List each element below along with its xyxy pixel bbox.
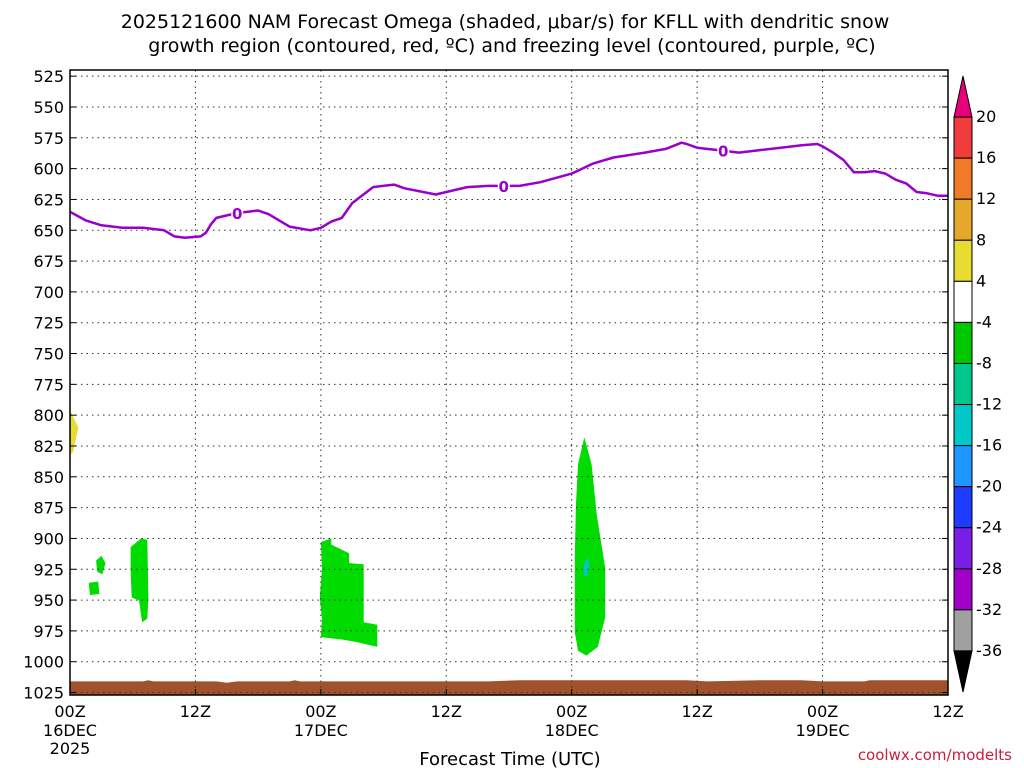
y-tick-label-975: 975 [33, 622, 64, 641]
y-tick-label-725: 725 [33, 314, 64, 333]
colorbar-swatch-11 [953, 527, 973, 570]
grid-lines [70, 70, 948, 695]
colorbar-swatch-9 [953, 445, 973, 488]
omega-region-2 [96, 555, 106, 575]
omega-region-4 [130, 538, 149, 623]
credit-text: coolwx.com/modelts [858, 746, 1012, 764]
y-tick-label-900: 900 [33, 529, 64, 548]
colorbar-swatch-0 [953, 75, 973, 118]
x-tick-label-4-0: 00Z [556, 702, 587, 721]
colorbar-label-9: -20 [976, 477, 1002, 496]
x-tick-label-6-0: 00Z [807, 702, 838, 721]
colorbar-swatch-3 [953, 198, 973, 241]
x-tick-label-2-1: 17DEC [294, 721, 348, 740]
y-tick-label-750: 750 [33, 345, 64, 364]
freezing-level-line [69, 141, 948, 239]
colorbar-swatch-4 [953, 239, 973, 282]
freezing-level-label-0: 0 [232, 205, 242, 223]
colorbar-label-5: -4 [976, 312, 992, 331]
y-tick-label-550: 550 [33, 98, 64, 117]
colorbar-swatch-1 [953, 116, 973, 159]
freezing-level-label-2: 0 [718, 143, 728, 161]
x-tick-label-5-0: 12Z [681, 702, 712, 721]
colorbar-label-10: -24 [976, 518, 1002, 537]
plot-frame [69, 69, 949, 696]
y-tick-label-600: 600 [33, 160, 64, 179]
x-tick-label-0-2: 2025 [50, 739, 91, 758]
y-tick-label-800: 800 [33, 406, 64, 425]
colorbar-swatch-7 [953, 362, 973, 406]
colorbar-swatch-14 [953, 650, 973, 693]
omega-region-5 [319, 538, 378, 647]
colorbar-label-4: 4 [976, 271, 986, 290]
y-tick-label-700: 700 [33, 283, 64, 302]
y-tick-label-850: 850 [33, 468, 64, 487]
freezing-level-label-bg-0 [231, 203, 244, 221]
colorbar-swatch-10 [953, 486, 973, 529]
colorbar-label-7: -12 [976, 395, 1002, 414]
colorbar-label-11: -28 [976, 559, 1002, 578]
y-tick-label-625: 625 [33, 190, 64, 209]
y-tick-label-1025: 1025 [23, 684, 64, 703]
colorbar-label-6: -8 [976, 353, 992, 372]
omega-colorbar: 20 16 12 8 4 -4 -8 -12 -16 -20 -24 -28 -32 -36 [953, 75, 1002, 693]
x-tick-label-2-0: 00Z [305, 702, 336, 721]
y-tick-label-825: 825 [33, 437, 64, 456]
colorbar-swatch-6 [953, 321, 973, 364]
colorbar-label-13: -36 [976, 641, 1002, 660]
omega-region-6 [574, 437, 606, 656]
y-tick-label-950: 950 [33, 591, 64, 610]
x-tick-label-0-1: 16DEC [43, 721, 97, 740]
colorbar-label-12: -32 [976, 600, 1002, 619]
colorbar-swatch-8 [953, 404, 973, 447]
x-tick-label-0-0: 00Z [54, 702, 85, 721]
y-axis-ticks: 525 550 575 600 625 650 675 700 725 750 775 800 825 8… [23, 67, 948, 703]
x-tick-label-3-0: 12Z [431, 702, 462, 721]
y-tick-label-875: 875 [33, 499, 64, 518]
y-tick-label-675: 675 [33, 252, 64, 271]
freezing-level-label-bg-2 [717, 141, 730, 159]
y-tick-label-1000: 1000 [23, 653, 64, 672]
freezing-level-layer: 0 0 0 [69, 141, 948, 239]
colorbar-label-8: -16 [976, 436, 1002, 455]
freezing-level-label-1: 0 [499, 178, 509, 196]
x-tick-label-6-1: 19DEC [796, 721, 850, 740]
colorbar-swatch-12 [953, 568, 973, 611]
x-axis-title: Forecast Time (UTC) [419, 749, 600, 768]
omega-region-3 [88, 581, 100, 596]
freezing-level-label-bg-1 [497, 176, 510, 194]
terrain-fill [70, 680, 948, 695]
colorbar-label-2: 12 [976, 189, 996, 208]
y-tick-label-575: 575 [33, 129, 64, 148]
colorbar-swatch-5 [953, 280, 973, 323]
x-tick-label-1-0: 12Z [180, 702, 211, 721]
chart-title-line1: 2025121600 NAM Forecast Omega (shaded, μ… [121, 11, 890, 33]
y-tick-label-775: 775 [33, 375, 64, 394]
omega-region-7 [583, 556, 590, 578]
chart-title-line2: growth region (contoured, red, ºC) and f… [148, 35, 875, 57]
colorbar-label-3: 8 [976, 230, 986, 249]
colorbar-label-0: 20 [976, 107, 996, 126]
x-tick-label-7-0: 12Z [932, 702, 963, 721]
x-tick-label-4-1: 18DEC [545, 721, 599, 740]
colorbar-label-1: 16 [976, 148, 996, 167]
y-tick-label-650: 650 [33, 221, 64, 240]
plot-area [70, 410, 948, 695]
colorbar-swatch-2 [953, 157, 973, 200]
omega-region-1 [70, 410, 79, 455]
y-tick-label-525: 525 [33, 67, 64, 86]
y-tick-label-925: 925 [33, 560, 64, 579]
colorbar-swatch-13 [953, 609, 973, 652]
